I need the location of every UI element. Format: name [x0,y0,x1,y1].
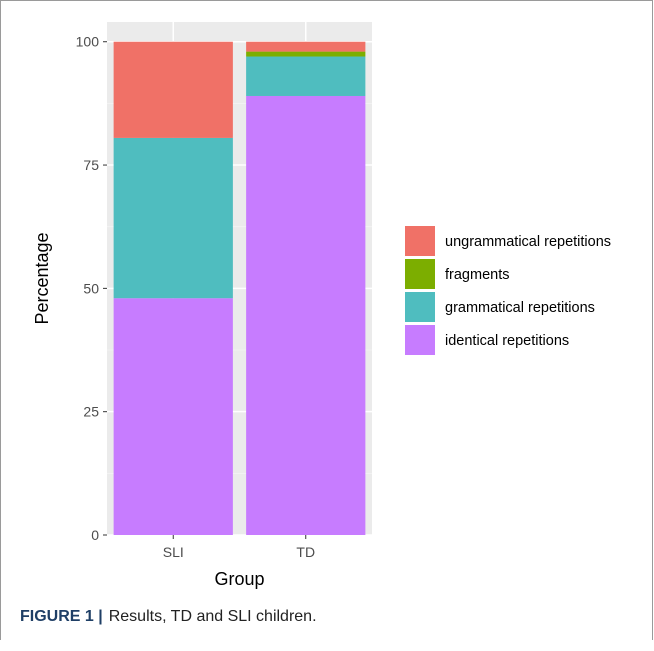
legend-key [405,292,435,322]
y-tick-label: 100 [76,34,100,50]
y-tick-label: 25 [83,404,99,420]
bar-segment [113,41,233,138]
x-axis-title: Group [214,569,264,589]
caption-text: Results, TD and SLI children. [108,608,317,625]
legend-key [405,259,435,289]
legend-label: fragments [445,267,509,283]
y-tick-label: 75 [83,157,99,173]
legend-key [405,226,435,256]
legend-label: grammatical repetitions [445,300,595,316]
y-axis-title: Percentage [32,232,52,324]
bar-segment [113,137,233,299]
y-tick-label: 0 [91,527,99,543]
bar-segment [113,298,233,535]
legend-label: ungrammatical repetitions [445,234,611,250]
legend-key [405,325,435,355]
legend-label: identical repetitions [445,333,569,349]
caption-label: FIGURE 1 | [20,608,103,625]
y-tick-label: 50 [83,280,99,296]
x-tick-label: TD [296,544,315,560]
bar-segment [246,95,366,535]
x-tick-label: SLI [163,544,184,560]
bar-segment [246,41,366,52]
bar-segment [246,56,366,96]
stacked-bar-chart: 0 25 50 75 100 SLI TD Group Percentage ungrammati… [32,22,611,589]
bar-segment [246,51,366,57]
figure-caption: FIGURE 1 | Results, TD and SLI children. [20,608,317,626]
